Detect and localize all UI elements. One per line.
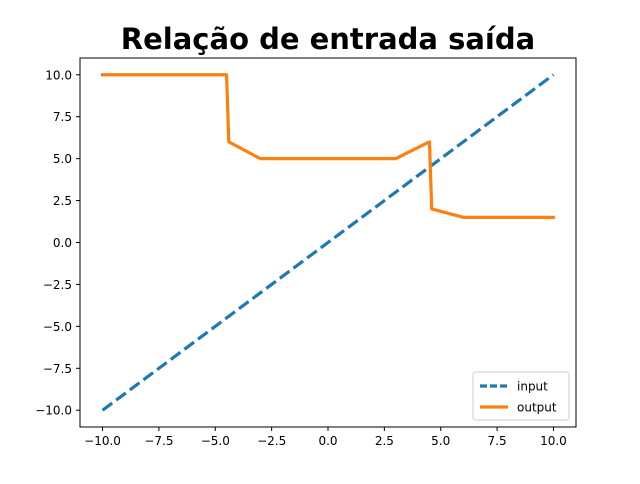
x-tick-label: 7.5 <box>488 434 507 448</box>
legend-label-output: output <box>517 401 557 415</box>
x-tick-label: −5.0 <box>201 434 230 448</box>
y-tick-label: −10.0 <box>35 404 72 418</box>
y-tick-label: 0.0 <box>53 236 72 250</box>
y-tick-label: 7.5 <box>53 110 72 124</box>
series-line-output <box>100 73 556 219</box>
legend-label-input: input <box>517 380 548 394</box>
y-tick-label: 10.0 <box>45 68 72 82</box>
y-tick-label: −2.5 <box>43 278 72 292</box>
series-line-input <box>101 73 555 412</box>
chart-title: Relação de entrada saída <box>121 22 535 56</box>
y-tick-label: −5.0 <box>43 320 72 334</box>
x-tick-label: 2.5 <box>375 434 394 448</box>
x-tick-label: 10.0 <box>540 434 567 448</box>
x-tick-label: −7.5 <box>144 434 173 448</box>
y-tick-label: 5.0 <box>53 152 72 166</box>
x-tick-label: −10.0 <box>84 434 121 448</box>
y-tick-label: 2.5 <box>53 194 72 208</box>
y-tick-label: −7.5 <box>43 362 72 376</box>
x-tick-label: −2.5 <box>257 434 286 448</box>
plot-area: −10.0 −7.5 −5.0 −2.5 0.0 2.5 5.0 7.5 10.0 −10.0 −7… <box>35 57 577 448</box>
x-tick-label: 0.0 <box>318 434 337 448</box>
x-tick-label: 5.0 <box>431 434 450 448</box>
